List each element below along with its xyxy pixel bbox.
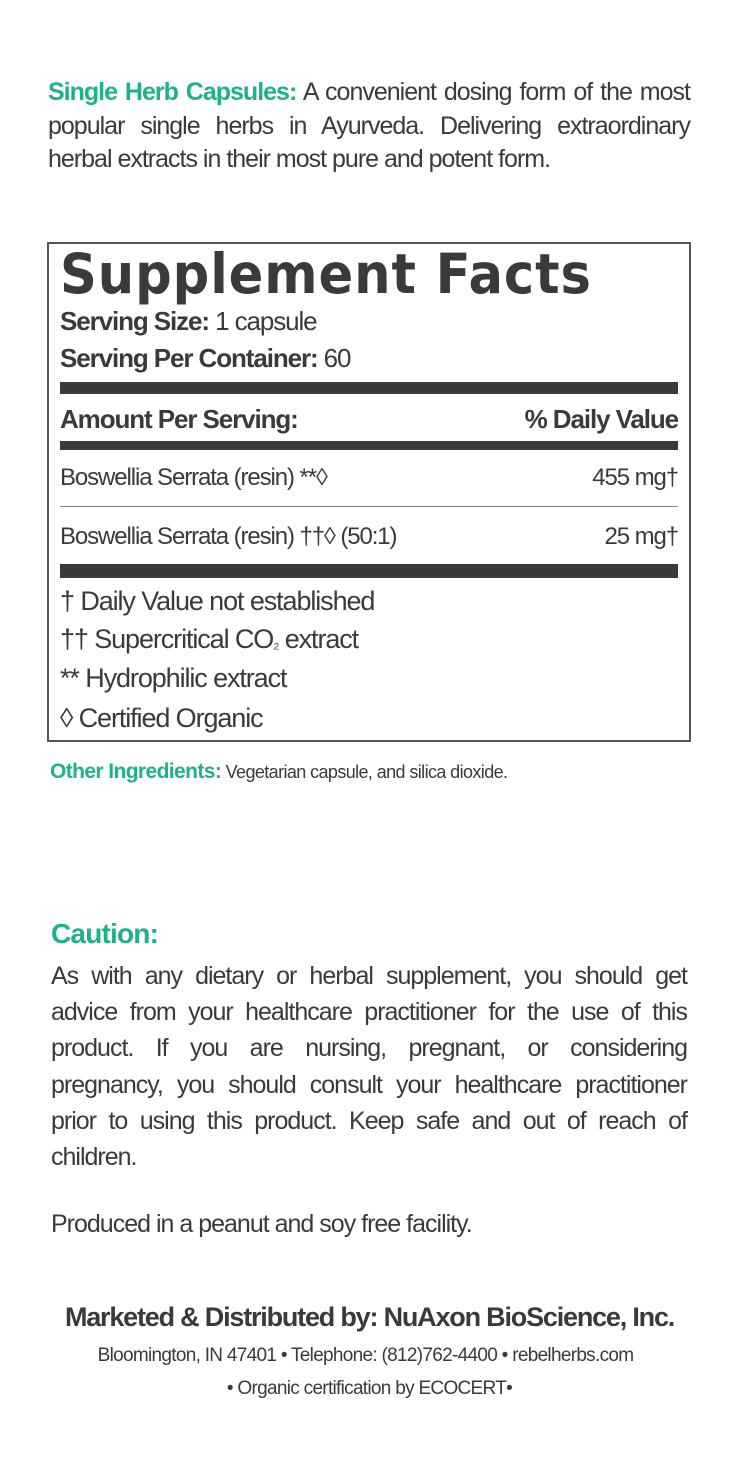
serving-size-value: 1 capsule — [208, 306, 318, 336]
other-ingredients-text: Vegetarian capsule, and silica dioxide. — [221, 762, 508, 782]
produced-note: Produced in a peanut and soy free facili… — [51, 1210, 473, 1238]
footnote: †† Supercritical CO₂ extract — [60, 624, 678, 659]
caution-text: As with any dietary or herbal supplement… — [51, 962, 688, 1172]
intro-heading: Single Herb Capsules: — [48, 78, 297, 106]
servings-label: Serving Per Container: — [60, 343, 319, 373]
serving-size: Serving Size: 1 capsule — [60, 306, 678, 336]
ingredient-amount: 455 mg† — [592, 464, 679, 491]
footnote: † Daily Value not established — [60, 586, 375, 616]
footnote-text: extract — [278, 624, 359, 654]
intro-text: A convenient dosing form of the most pop… — [48, 78, 691, 173]
divider-thick — [60, 382, 678, 394]
supplement-facts-panel: Supplement Facts Serving Size: 1 capsule… — [47, 242, 691, 742]
servings-value: 60 — [317, 343, 352, 373]
servings-per-container: Serving Per Container: 60 — [60, 343, 678, 373]
intro-paragraph: Single Herb Capsules: A convenient dosin… — [48, 76, 691, 177]
marketed-by: Marketed & Distributed by: NuAxon BioSci… — [64, 1302, 675, 1332]
ingredient-row: Boswellia Serrata (resin) ††◊ (50:1) 25 m… — [60, 522, 680, 552]
dv-header: % Daily Value — [524, 404, 679, 434]
other-ingredients-label: Other Ingredients: — [50, 760, 222, 783]
divider-thick — [60, 441, 678, 450]
amount-header: Amount Per Serving: — [60, 404, 299, 434]
other-ingredients: Other Ingredients: Vegetarian capsule, a… — [50, 760, 508, 784]
ingredient-name: Boswellia Serrata (resin) **◊ — [60, 464, 328, 491]
subscript: ₂ — [273, 635, 279, 652]
address-line: Bloomington, IN 47401 • Telephone: (812)… — [97, 1345, 634, 1366]
amount-header-row: Amount Per Serving: % Daily Value — [60, 404, 679, 434]
certification-line: • Organic certification by ECOCERT• — [226, 1378, 513, 1399]
divider-thin — [60, 506, 678, 507]
facts-title: Supplement Facts — [60, 242, 592, 306]
footnote: ** Hydrophilic extract — [60, 663, 288, 693]
ingredient-row: Boswellia Serrata (resin) **◊ 455 mg† — [60, 463, 679, 493]
caution-heading: Caution: — [51, 918, 159, 949]
footnote-text: †† Supercritical CO — [60, 624, 274, 654]
serving-size-label: Serving Size: — [60, 306, 210, 336]
ingredient-amount: 25 mg† — [604, 523, 680, 550]
footnote: ◊ Certified Organic — [60, 703, 264, 733]
ingredient-name: Boswellia Serrata (resin) ††◊ (50:1) — [60, 523, 398, 550]
divider-thick — [60, 564, 678, 578]
